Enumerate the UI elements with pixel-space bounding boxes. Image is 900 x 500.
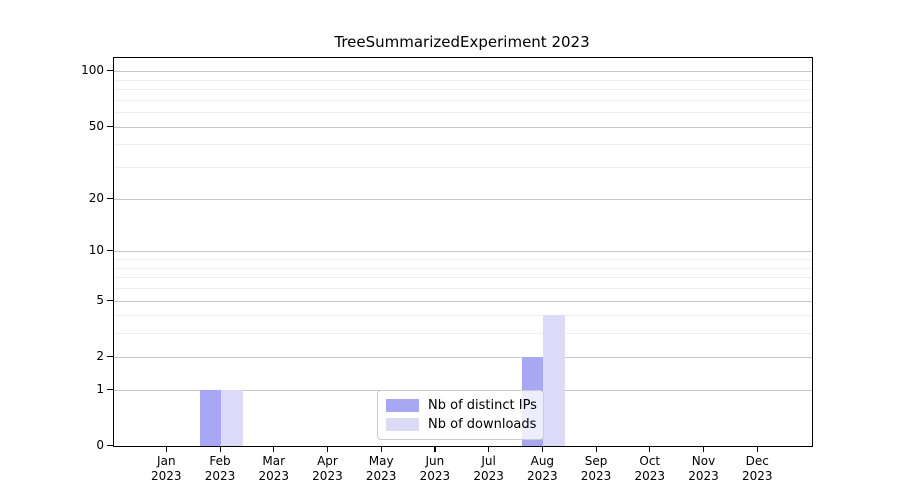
y-tick-mark: [107, 250, 113, 252]
legend-entry-distinct-ips: Nb of distinct IPs: [386, 396, 537, 415]
x-tick-label-line: May: [368, 454, 394, 468]
x-tick-label: Nov 2023: [672, 454, 736, 484]
x-tick-label-line: Jun: [425, 454, 445, 468]
bar-downloads: [221, 389, 243, 446]
x-tick-label: Aug 2023: [510, 454, 574, 484]
minor-gridline: [114, 89, 812, 91]
x-tick-label-line: Aug: [530, 454, 555, 468]
x-tick-label-line: 2023: [419, 469, 451, 483]
x-tick-label-line: 2023: [473, 469, 504, 483]
x-tick-mark: [541, 446, 544, 452]
x-tick-label-line: 2023: [688, 469, 719, 483]
major-gridline: [114, 356, 812, 358]
y-tick-label: 0: [96, 438, 104, 452]
y-tick-label: 5: [96, 292, 104, 307]
major-gridline: [114, 251, 812, 253]
minor-gridline: [114, 144, 812, 146]
x-tick-label-line: Jan: [157, 454, 176, 468]
major-gridline: [114, 126, 812, 128]
x-tick-label: Jan 2023: [134, 454, 198, 484]
minor-gridline: [114, 333, 812, 335]
x-tick-mark: [434, 446, 436, 452]
x-tick-label-line: Mar: [262, 454, 286, 468]
minor-gridline: [114, 287, 812, 289]
x-tick-mark: [380, 446, 382, 452]
x-tick-label-line: Feb: [209, 454, 231, 468]
x-tick-label-line: Sep: [584, 454, 608, 468]
x-tick-label-line: 2023: [151, 469, 182, 483]
y-tick-label: 20: [88, 190, 104, 205]
y-tick-mark: [107, 299, 113, 301]
minor-gridline: [114, 315, 812, 317]
x-tick-label: Apr 2023: [295, 454, 359, 484]
major-gridline: [114, 198, 812, 200]
minor-gridline: [114, 112, 812, 114]
x-tick-label-line: Jul: [481, 454, 496, 468]
y-tick-mark: [107, 70, 113, 72]
x-tick-label-line: Dec: [745, 454, 769, 468]
y-tick-label: 2: [96, 348, 104, 363]
x-tick-mark: [273, 446, 275, 452]
bar-distinct-ips: [199, 389, 222, 446]
chart-title: TreeSummarizedExperiment 2023: [334, 33, 590, 51]
x-tick-mark: [756, 446, 758, 452]
x-tick-label-line: 2023: [741, 469, 773, 483]
x-tick-label-line: 2023: [312, 469, 343, 483]
y-tick-mark: [107, 388, 113, 390]
x-tick-label-line: 2023: [580, 469, 612, 483]
x-tick-mark: [326, 446, 329, 452]
x-tick-label-line: 2023: [204, 469, 236, 483]
legend-entry-downloads: Nb of downloads: [386, 415, 537, 434]
y-tick-label: 1: [96, 381, 104, 396]
x-tick-mark: [703, 446, 705, 452]
x-tick-mark: [219, 446, 221, 452]
minor-gridline: [114, 79, 812, 81]
x-tick-label-line: 2023: [527, 469, 558, 483]
x-tick-label: Oct 2023: [618, 454, 682, 484]
x-tick-label: Jun 2023: [403, 454, 467, 484]
x-tick-mark: [488, 446, 490, 452]
y-tick-mark: [107, 355, 113, 357]
x-tick-mark: [165, 446, 167, 452]
x-tick-label: May 2023: [349, 454, 413, 484]
x-tick-label-line: Apr: [317, 454, 338, 468]
x-tick-mark: [595, 446, 597, 452]
bar-downloads: [543, 315, 565, 446]
y-tick-label: 50: [88, 118, 104, 133]
minor-gridline: [114, 277, 812, 279]
x-tick-label-line: Nov: [691, 454, 716, 468]
plot-area: [113, 57, 813, 447]
y-tick-label: 100: [81, 63, 104, 78]
x-tick-label: Mar 2023: [242, 454, 306, 484]
legend-swatch-distinct-ips: [386, 399, 419, 412]
major-gridline: [114, 71, 812, 73]
x-tick-label-line: 2023: [258, 469, 289, 483]
x-tick-label: Sep 2023: [564, 454, 628, 484]
x-tick-label-line: 2023: [365, 469, 397, 483]
minor-gridline: [114, 167, 812, 169]
x-tick-label: Dec 2023: [725, 454, 789, 484]
x-tick-label-line: Oct: [639, 454, 661, 468]
legend-swatch-downloads: [386, 418, 419, 431]
legend-label-distinct-ips: Nb of distinct IPs: [428, 398, 537, 413]
y-tick-mark: [107, 125, 113, 127]
minor-gridline: [114, 267, 812, 269]
y-tick-label: 10: [88, 243, 104, 258]
y-tick-mark: [107, 197, 113, 199]
legend: Nb of distinct IPs Nb of downloads: [377, 390, 544, 440]
x-tick-label: Feb 2023: [188, 454, 252, 484]
x-tick-label-line: 2023: [634, 469, 666, 483]
y-tick-mark: [107, 445, 113, 447]
minor-gridline: [114, 99, 812, 101]
minor-gridline: [114, 259, 812, 261]
legend-label-downloads: Nb of downloads: [428, 417, 537, 432]
x-tick-mark: [649, 446, 651, 452]
x-tick-label: Jul 2023: [457, 454, 521, 484]
major-gridline: [114, 300, 812, 302]
